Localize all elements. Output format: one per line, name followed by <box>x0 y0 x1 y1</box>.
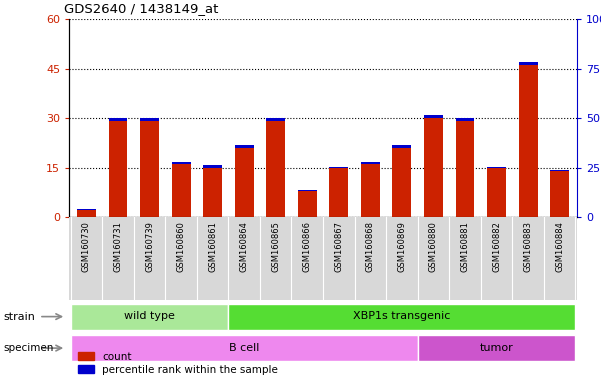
Text: GSM160730: GSM160730 <box>82 221 91 272</box>
Text: XBP1s transgenic: XBP1s transgenic <box>353 311 451 321</box>
Bar <box>71 335 418 361</box>
Text: GSM160739: GSM160739 <box>145 221 154 272</box>
Bar <box>519 65 537 217</box>
Text: GSM160883: GSM160883 <box>523 221 532 272</box>
Bar <box>392 146 411 148</box>
Bar <box>140 118 159 121</box>
Text: GSM160880: GSM160880 <box>429 221 438 272</box>
Bar <box>77 210 96 217</box>
Bar <box>109 121 127 217</box>
Text: GSM160884: GSM160884 <box>555 221 564 272</box>
Bar <box>519 62 537 65</box>
Bar <box>266 121 285 217</box>
Bar <box>550 170 569 171</box>
Bar <box>266 118 285 121</box>
Bar <box>329 167 348 217</box>
Bar <box>361 164 380 217</box>
Text: GSM160866: GSM160866 <box>303 221 312 272</box>
Text: tumor: tumor <box>480 343 513 353</box>
Legend: count, percentile rank within the sample: count, percentile rank within the sample <box>75 348 282 379</box>
Bar <box>550 171 569 217</box>
Bar <box>424 115 443 118</box>
Text: GSM160868: GSM160868 <box>366 221 375 272</box>
Text: GSM160865: GSM160865 <box>271 221 280 272</box>
Text: wild type: wild type <box>124 311 175 321</box>
Bar <box>109 118 127 121</box>
Text: GDS2640 / 1438149_at: GDS2640 / 1438149_at <box>64 2 218 15</box>
Bar <box>361 162 380 164</box>
Bar <box>71 304 228 329</box>
Bar <box>203 165 222 167</box>
Bar <box>235 148 254 217</box>
Bar <box>392 148 411 217</box>
Bar <box>172 164 191 217</box>
Text: B cell: B cell <box>229 343 260 353</box>
Bar <box>140 121 159 217</box>
Bar <box>456 118 474 121</box>
Bar <box>298 190 317 217</box>
Bar <box>487 167 506 217</box>
Text: GSM160860: GSM160860 <box>177 221 186 272</box>
Text: GSM160882: GSM160882 <box>492 221 501 272</box>
Text: specimen: specimen <box>3 343 53 353</box>
Bar <box>228 304 575 329</box>
Text: strain: strain <box>3 311 35 322</box>
Bar <box>418 335 575 361</box>
Text: GSM160869: GSM160869 <box>397 221 406 272</box>
Bar <box>203 167 222 217</box>
Bar <box>456 121 474 217</box>
Text: GSM160864: GSM160864 <box>240 221 249 272</box>
Text: GSM160731: GSM160731 <box>114 221 123 272</box>
Text: GSM160867: GSM160867 <box>334 221 343 272</box>
Bar <box>77 209 96 210</box>
Text: GSM160861: GSM160861 <box>208 221 217 272</box>
Bar <box>235 145 254 148</box>
Bar <box>424 118 443 217</box>
Text: GSM160881: GSM160881 <box>460 221 469 272</box>
Bar <box>172 162 191 164</box>
